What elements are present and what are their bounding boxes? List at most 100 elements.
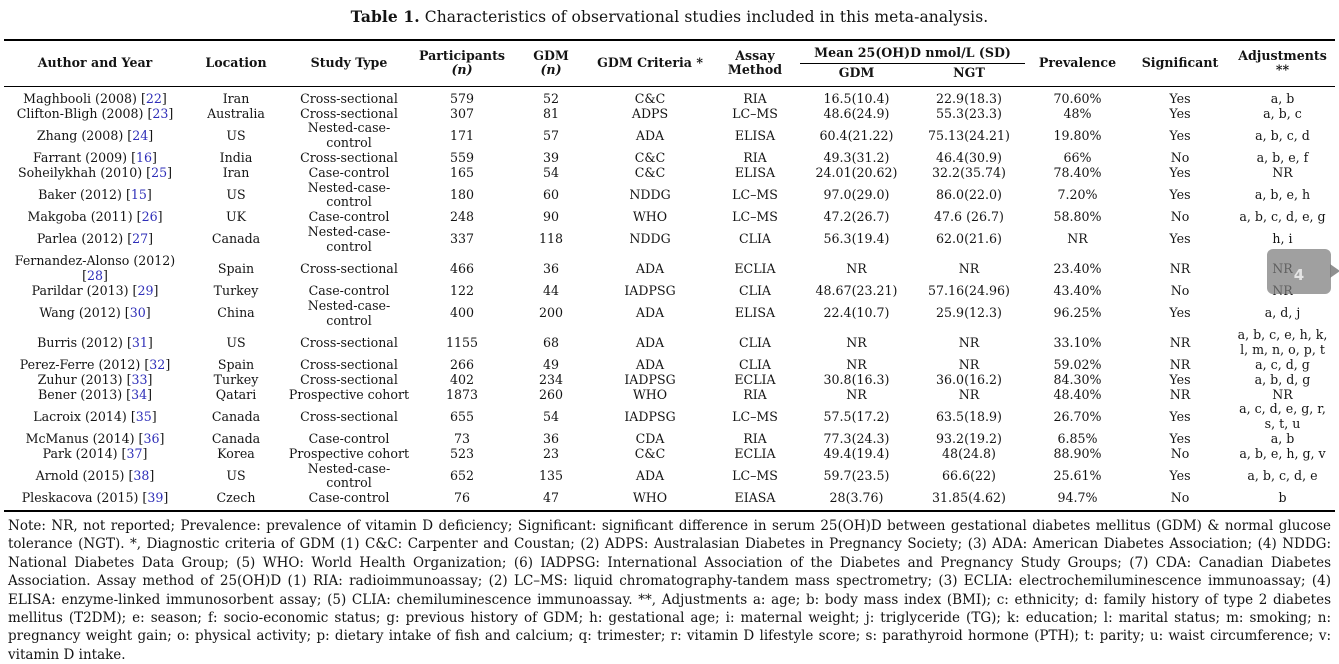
cell-mean-gdm: 48.6(24.9)	[823, 105, 890, 121]
author-text: Baker (2012)	[38, 186, 122, 202]
cell-gdm-criteria: IADPSG	[624, 283, 676, 299]
cell-significant: Yes	[1169, 431, 1191, 447]
author-text: Parlea (2012)	[36, 231, 124, 247]
citation-link[interactable]: 36	[139, 431, 165, 446]
author-text: Zuhur (2013)	[37, 371, 123, 387]
cell-mean-ngt: 93.2(19.2)	[936, 431, 1002, 447]
cell-gdm-n: 200	[538, 305, 564, 321]
cell-participants: 559	[449, 149, 475, 165]
cell-study-type: Cross-sectional	[300, 149, 398, 165]
cell-prevalence: 70.60%	[1053, 90, 1102, 106]
cell-study-type: Cross-sectional	[300, 408, 398, 424]
cell-mean-gdm: 22.4(10.7)	[823, 305, 890, 321]
table-row: Parlea (2012) 27 Canada Nested-case-cont…	[4, 224, 1335, 255]
citation-link[interactable]: 35	[131, 409, 157, 424]
cell-adjustments: a, b, c, d, e, g	[1239, 209, 1326, 225]
citation-link[interactable]: 15	[126, 187, 152, 202]
cell-prevalence: 43.40%	[1053, 283, 1102, 299]
citation-link[interactable]: 24	[127, 128, 153, 143]
cell-gdm-criteria: WHO	[632, 209, 668, 225]
cell-mean-ngt: NR	[958, 260, 980, 276]
cell-study-type: Case-control	[308, 490, 390, 506]
citation-link[interactable]: 29	[133, 283, 159, 298]
cell-mean-ngt: 86.0(22.0)	[936, 186, 1002, 202]
cell-mean-ngt: 66.6(22)	[942, 468, 996, 484]
cell-significant: Yes	[1169, 105, 1191, 121]
cell-location: Turkey	[213, 371, 259, 387]
cell-participants: 337	[449, 231, 475, 247]
cell-location: Qatari	[215, 386, 257, 402]
table-row: Maghbooli (2008) 22 Iran Cross-sectional…	[4, 86, 1335, 106]
cell-author: McManus (2014) 36	[4, 431, 186, 447]
cell-participants: 73	[453, 431, 471, 447]
citation-link[interactable]: 39	[142, 490, 168, 505]
col-header-mean-gdm: GDM	[838, 64, 875, 80]
cell-participants: 171	[449, 127, 475, 143]
cell-participants: 579	[449, 90, 475, 106]
cell-adjustments: h, i	[1272, 231, 1293, 247]
cell-study-type: Case-control	[308, 431, 390, 447]
cell-study-type: Nested-case-control	[307, 460, 391, 491]
citation-link[interactable]: 32	[144, 357, 170, 372]
cell-gdm-n: 23	[542, 445, 560, 461]
cell-assay-method: LC–MS	[732, 468, 778, 484]
cell-adjustments: a, b, c, d, e	[1247, 468, 1318, 484]
cell-prevalence: 7.20%	[1057, 186, 1098, 202]
cell-mean-ngt: 63.5(18.9)	[936, 408, 1002, 424]
cell-location: Turkey	[213, 283, 259, 299]
cell-significant: Yes	[1169, 127, 1191, 143]
citation-link[interactable]: 27	[127, 231, 153, 246]
citation-link[interactable]: 23	[147, 106, 173, 121]
citation-link[interactable]: 31	[127, 335, 153, 350]
author-text: Maghbooli (2008)	[23, 90, 137, 106]
cell-prevalence: NR	[1067, 231, 1088, 247]
citation-link[interactable]: 16	[131, 150, 157, 165]
author-text: Fernandez-Alonso (2012)	[14, 253, 176, 269]
cell-author: Soheilykhah (2010) 25	[4, 165, 186, 181]
cell-significant: No	[1170, 490, 1190, 506]
citation-link[interactable]: 37	[122, 446, 148, 461]
cell-prevalence: 48.40%	[1053, 386, 1102, 402]
col-header-adjustments: Adjustments **	[1238, 47, 1327, 78]
citation-link[interactable]: 25	[146, 165, 172, 180]
cell-assay-method: LC–MS	[732, 105, 778, 121]
cell-assay-method: CLIA	[738, 231, 772, 247]
cell-significant: Yes	[1169, 90, 1191, 106]
cell-gdm-criteria: ADA	[635, 305, 665, 321]
cell-gdm-n: 118	[538, 231, 564, 247]
citation-link[interactable]: 34	[126, 387, 152, 402]
cell-author: Baker (2012) 15	[4, 181, 186, 211]
citation-link[interactable]: 28	[82, 268, 108, 283]
citation-link[interactable]: 30	[125, 305, 151, 320]
cell-assay-method: RIA	[743, 431, 767, 447]
citation-link[interactable]: 22	[141, 91, 167, 106]
cell-author: Clifton-Bligh (2008) 23	[4, 106, 186, 122]
cell-author: Pleskacova (2015) 39	[4, 490, 186, 511]
cell-adjustments: NR	[1272, 283, 1293, 299]
cell-mean-gdm: 48.67(23.21)	[815, 283, 898, 299]
cell-assay-method: CLIA	[738, 357, 772, 373]
citation-link[interactable]: 38	[128, 468, 154, 483]
cell-significant: Yes	[1169, 231, 1191, 247]
cell-gdm-n: 90	[542, 209, 560, 225]
cell-participants: 165	[449, 164, 475, 180]
cell-gdm-criteria: C&C	[634, 90, 666, 106]
citation-link[interactable]: 26	[137, 209, 163, 224]
participants-line2: (n)	[451, 62, 473, 78]
cell-author: Bener (2013) 34	[4, 387, 186, 403]
table-caption: Table 1. Characteristics of observationa…	[0, 0, 1339, 26]
author-text: Perez-Ferre (2012)	[19, 357, 141, 373]
author-text: Park (2014)	[42, 445, 118, 461]
citation-link[interactable]: 33	[127, 372, 153, 387]
cell-adjustments: a, b, c, d	[1255, 127, 1310, 143]
cell-participants: 523	[449, 445, 475, 461]
cell-mean-ngt: NR	[958, 357, 980, 373]
cell-study-type: Prospective cohort	[288, 386, 410, 402]
cell-significant: NR	[1169, 357, 1191, 373]
cell-author: Arnold (2015) 38	[4, 462, 186, 492]
cell-study-type: Nested-case-control	[307, 297, 391, 328]
cell-mean-gdm: 49.3(31.2)	[823, 149, 890, 165]
cell-gdm-n: 36	[542, 260, 560, 276]
cell-mean-gdm: 56.3(19.4)	[823, 231, 890, 247]
cell-assay-method: LC–MS	[732, 209, 778, 225]
